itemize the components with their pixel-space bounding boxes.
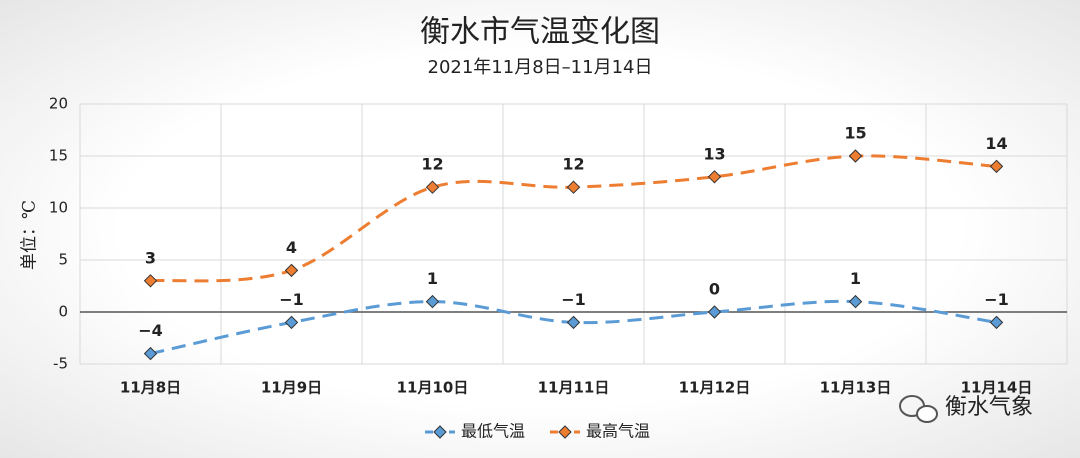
chart-title: 衡水市气温变化图 <box>420 15 660 50</box>
y-tick-label: -5 <box>53 355 68 373</box>
legend-label: 最低气温 <box>461 422 525 441</box>
x-tick-label: 11月13日 <box>820 379 892 397</box>
data-label: −1 <box>561 290 586 309</box>
data-point <box>143 274 158 288</box>
data-label: −1 <box>279 290 304 309</box>
y-axis-label: 单位：℃ <box>20 200 40 270</box>
y-tick-label: 0 <box>58 303 68 321</box>
x-tick-label: 11月11日 <box>538 379 610 397</box>
data-point <box>989 315 1004 330</box>
x-tick-label: 11月14日 <box>961 379 1033 397</box>
data-point <box>425 180 440 194</box>
y-tick-label: 5 <box>58 251 68 269</box>
watermark: 衡水气象 <box>945 395 1033 420</box>
data-point <box>566 315 581 330</box>
data-point <box>566 180 581 194</box>
data-point <box>848 149 863 163</box>
x-tick-label: 11月12日 <box>679 379 751 397</box>
x-tick-label: 11月10日 <box>397 379 469 397</box>
data-label: 3 <box>145 248 156 267</box>
data-point <box>143 346 158 361</box>
data-label: −4 <box>138 321 163 340</box>
data-point <box>284 315 299 330</box>
data-label: 15 <box>844 124 866 143</box>
y-tick-label: 15 <box>49 147 68 165</box>
y-tick-label: 10 <box>49 199 68 217</box>
data-label: 4 <box>286 238 297 257</box>
y-tick-label: 20 <box>49 95 68 113</box>
data-label: −1 <box>984 290 1009 309</box>
data-label: 1 <box>850 269 861 288</box>
series-line <box>150 154 997 283</box>
watermark-icon <box>899 395 938 423</box>
data-label: 13 <box>703 144 725 163</box>
data-label: 12 <box>421 155 443 174</box>
data-point <box>707 305 722 319</box>
data-point <box>425 294 440 309</box>
data-label: 14 <box>985 134 1007 153</box>
data-point <box>284 263 299 278</box>
data-point <box>989 159 1004 174</box>
data-label: 0 <box>709 280 720 299</box>
data-point <box>707 170 722 184</box>
chart-subtitle: 2021年11月8日–11月14日 <box>428 57 653 78</box>
legend-marker <box>433 425 447 439</box>
x-tick-label: 11月9日 <box>261 379 322 397</box>
data-label: 1 <box>427 269 438 288</box>
x-tick-label: 11月8日 <box>120 379 181 397</box>
data-point <box>848 294 863 309</box>
legend-marker <box>558 425 572 439</box>
data-label: 12 <box>562 155 584 174</box>
legend-label: 最高气温 <box>586 422 650 441</box>
